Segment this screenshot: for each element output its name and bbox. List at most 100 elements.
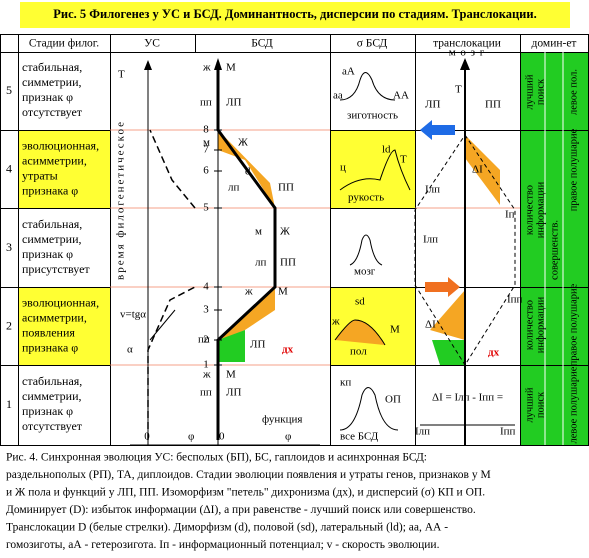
- header-cell: σ БСД: [357, 38, 388, 50]
- bsd-label: лп: [228, 182, 239, 194]
- sigma-highlight: [330, 287, 415, 365]
- stage-text: признак φ: [22, 90, 73, 104]
- stage-text: признака φ: [22, 183, 78, 197]
- bsd-label: ж: [202, 369, 211, 381]
- us-label: φ: [188, 431, 194, 443]
- sigma-label: пол: [350, 346, 367, 358]
- header-cell: Стадии филог.: [29, 38, 99, 50]
- stage-text: признак φ: [22, 247, 73, 261]
- stage-number: 3: [6, 240, 12, 254]
- stage-text: симметрии,: [22, 389, 82, 403]
- time-tick-label: 2: [203, 334, 209, 346]
- trans-label: Iлп: [423, 234, 438, 246]
- header-cell: УС: [144, 38, 160, 50]
- trans-label: м о з г: [449, 47, 486, 59]
- trans-label: Iпп: [500, 426, 516, 438]
- sigma-label: ц: [340, 162, 346, 174]
- header-cell: домин-ет: [532, 38, 577, 50]
- bsd-label: 0: [219, 431, 225, 443]
- bsd-label: М: [278, 286, 288, 298]
- dominance-label: левое полушарие: [568, 366, 579, 443]
- sigma-label: зиготность: [347, 110, 398, 122]
- us-label: v=tgα: [120, 309, 146, 321]
- caption-line: раздельнополых (РП), ТА, диплоидов. Стад…: [6, 469, 491, 481]
- stage-number: 1: [6, 397, 12, 411]
- bsd-label: М: [226, 369, 236, 381]
- dominance-label: информации: [535, 181, 546, 238]
- sigma-label: ОП: [385, 394, 401, 406]
- stage-text: утраты: [22, 168, 58, 182]
- sigma-curves: [334, 72, 411, 431]
- us-label: Т: [118, 69, 125, 81]
- bsd-label: Ж: [280, 226, 290, 238]
- caption-line: гомозиготы, аА - гетерозигота. Iп - инфо…: [6, 539, 440, 551]
- bsd-label: м: [255, 226, 262, 238]
- dominance-dividers: [544, 52, 564, 445]
- us-label: α: [127, 344, 133, 356]
- us-label: время филогенетическое: [115, 120, 127, 280]
- dominance-fill: [520, 52, 589, 445]
- stage-number: 2: [6, 318, 12, 332]
- title: Рис. 5 Филогенез у УС и БСД. Доминантнос…: [53, 7, 536, 21]
- bsd-label: пп: [200, 97, 212, 109]
- title-bar: [20, 2, 570, 28]
- dominance-label: правое полушарие: [568, 128, 579, 211]
- caption-line: Доминирует (D): избыток информации (ΔI),…: [6, 504, 476, 516]
- sigma-label: М: [390, 324, 400, 336]
- bsd-graph: [130, 58, 320, 446]
- stage-number: 4: [6, 161, 12, 175]
- header-cell: транслокации: [433, 38, 501, 50]
- trans-label: Iлп: [425, 184, 440, 196]
- bsd-label: дх: [282, 344, 294, 356]
- stage-text: асимметрии,: [22, 310, 87, 324]
- bsd-label: φ: [285, 431, 291, 443]
- stage-text: симметрии,: [22, 232, 82, 246]
- us-label: 0: [144, 431, 150, 443]
- bsd-label: ЛП: [226, 387, 241, 399]
- stage-text: стабильная,: [22, 217, 82, 231]
- dominance-label: лучший: [524, 74, 535, 109]
- stage-text: отсутствует: [22, 419, 83, 433]
- bsd-label: пп: [198, 334, 210, 346]
- dominance-label: информации: [535, 296, 546, 353]
- caption-line: Рис. 4. Синхронная эволюция УС: бесполых…: [6, 452, 427, 464]
- bsd-label: пп: [200, 387, 212, 399]
- bsd-label: функция: [262, 414, 302, 426]
- time-tick-label: 8: [203, 124, 209, 136]
- sigma-label: рукость: [348, 192, 384, 204]
- stage-highlight: [18, 287, 110, 365]
- trans-label: ΔI: [425, 319, 436, 331]
- trans-label: ЛП: [425, 99, 440, 111]
- trans-label: Iлп: [415, 426, 430, 438]
- sigma-label: аА: [342, 66, 355, 78]
- table-grid: [0, 34, 589, 446]
- bsd-label: ЛП: [226, 97, 241, 109]
- sigma-label: Т: [400, 154, 407, 166]
- dominance-label: поиск: [535, 391, 546, 418]
- time-tick-label: 1: [203, 359, 209, 371]
- caption-line: Транслокации D (белые стрелки). Диморфиз…: [6, 522, 448, 534]
- dominance-label: правое полушарие: [568, 283, 579, 366]
- sigma-label: АА: [393, 90, 409, 102]
- time-tick-label: 3: [203, 304, 209, 316]
- caption-line: и Ж пола и функций у ЛП, ПП. Изоморфизм …: [6, 487, 485, 499]
- stage-text: присутствует: [22, 262, 90, 276]
- sigma-label: аа: [333, 90, 343, 102]
- time-tick-label: 4: [203, 281, 209, 293]
- header-cell: БСД: [251, 38, 273, 50]
- sigma-label: мозг: [354, 266, 376, 278]
- stage-text: симметрии,: [22, 75, 82, 89]
- stage-text: стабильная,: [22, 374, 82, 388]
- dominance-label: количество: [524, 185, 535, 235]
- trans-label: дх: [488, 347, 500, 359]
- bsd-label: ЛП: [250, 339, 265, 351]
- trans-label: ПП: [485, 99, 501, 111]
- sigma-label: все БСД: [340, 431, 379, 443]
- dominance-label: совершенств.: [549, 220, 560, 280]
- stage-text: признак φ: [22, 404, 73, 418]
- time-tick-label: 5: [203, 202, 209, 214]
- bsd-label: ПП: [280, 257, 296, 269]
- trans-label: ΔI: [472, 164, 483, 176]
- bsd-label: лп: [255, 257, 266, 269]
